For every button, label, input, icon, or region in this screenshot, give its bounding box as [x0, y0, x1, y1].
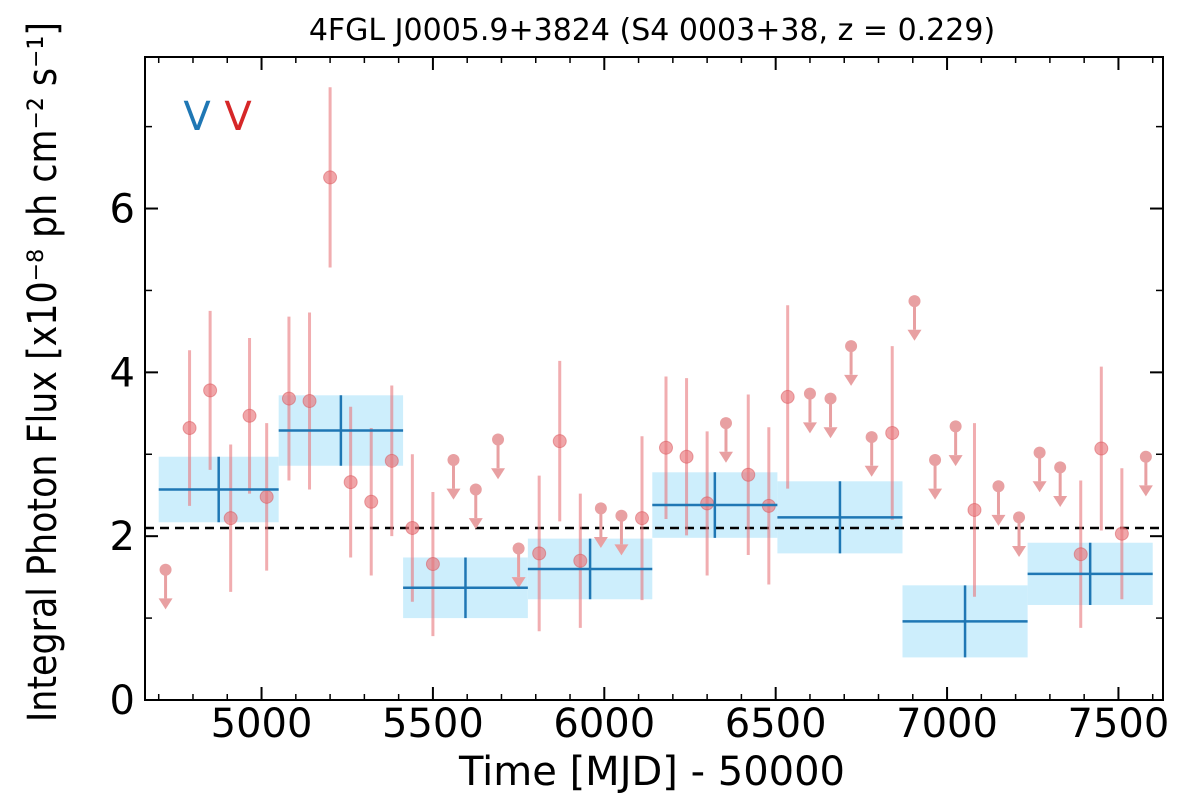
upper-limit-point: [492, 433, 505, 446]
upper-limit-arrow: [1053, 496, 1068, 508]
detection-point: [1094, 441, 1109, 456]
detection-point: [242, 408, 257, 423]
x-tick-label: 5500: [382, 701, 484, 747]
detection-point: [679, 449, 694, 464]
upper-limit-arrow: [446, 488, 461, 500]
detection-point: [885, 425, 900, 440]
upper-limit-point: [908, 295, 921, 308]
x-tick-label: 6500: [725, 701, 827, 747]
detection-point: [967, 502, 982, 517]
x-tick-label: 7500: [1068, 701, 1170, 747]
upper-limit-arrow: [718, 451, 733, 463]
detection-point: [741, 467, 756, 482]
upper-limit-point: [719, 417, 732, 430]
detection-point: [281, 391, 296, 406]
upper-limit-arrow: [948, 455, 963, 467]
upper-limit-point: [1013, 511, 1026, 524]
detection-point: [658, 440, 673, 455]
plot-area: 5000 5500 6000 6500 7000 7500 0 2 4 6 V V: [110, 56, 1170, 747]
upper-limit-arrow: [864, 465, 879, 477]
upper-limit-point: [803, 387, 816, 400]
detection-point: [384, 453, 399, 468]
upper-limit-arrow: [1138, 485, 1153, 497]
upper-limit-point: [159, 563, 172, 576]
upper-limit-arrow: [614, 544, 629, 556]
upper-limit-point: [469, 483, 482, 496]
chart-title: 4FGL J0005.9+3824 (S4 0003+38, z = 0.229…: [309, 13, 995, 48]
x-tick-label: 5000: [211, 701, 313, 747]
upper-limit-arrow: [802, 422, 817, 434]
upper-limit-arrow: [991, 514, 1006, 526]
upper-limit-arrow: [593, 536, 608, 548]
upper-limit-point: [824, 392, 837, 405]
upper-limit-arrow: [823, 427, 838, 439]
detection-point: [552, 434, 567, 449]
upper-limit-point: [1054, 461, 1067, 474]
x-tick-label: 7000: [896, 701, 998, 747]
x-axis-label: Time [MJD] - 50000: [458, 749, 845, 795]
detection-point: [223, 511, 238, 526]
y-tick-label: 2: [110, 514, 135, 560]
detection-point: [364, 494, 379, 509]
upper-limit-point: [594, 502, 607, 515]
detection-point: [1114, 526, 1129, 541]
upper-limit-arrow: [928, 488, 943, 500]
upper-limit-point: [1139, 450, 1152, 463]
y-axis-label: Integral Photon Flux [x10⁻⁸ ph cm⁻² s⁻¹]: [20, 22, 66, 722]
y-tick-label: 6: [110, 187, 135, 233]
upper-limit-point: [447, 454, 460, 467]
upper-limit-point: [992, 480, 1005, 493]
detection-point: [780, 389, 795, 404]
detection-point: [700, 496, 715, 511]
marker-label: V: [224, 94, 252, 140]
y-tick-label: 0: [110, 678, 135, 724]
upper-limit-arrow: [1012, 546, 1027, 558]
detection-point: [182, 421, 197, 436]
upper-limit-arrow: [511, 577, 526, 589]
upper-limit-arrow: [158, 598, 173, 610]
y-tick-label: 4: [110, 350, 135, 396]
upper-limit-point: [512, 542, 525, 555]
detection-point: [573, 553, 588, 568]
upper-limit-point: [949, 420, 962, 433]
upper-limit-point: [865, 431, 878, 444]
upper-limit-arrow: [1032, 481, 1047, 493]
detection-point: [1073, 547, 1088, 562]
detection-point: [323, 170, 338, 185]
upper-limit-arrow: [907, 329, 922, 341]
detection-point: [302, 394, 317, 409]
detection-point: [532, 546, 547, 561]
axes-frame: [144, 56, 1164, 701]
upper-limit-point: [1033, 446, 1046, 459]
upper-limit-point: [929, 454, 942, 467]
detection-point: [259, 489, 274, 504]
upper-limit-point: [615, 509, 628, 522]
upper-limit-arrow: [491, 468, 506, 480]
detection-point: [425, 557, 440, 572]
x-tick-label: 6000: [553, 701, 655, 747]
marker-label: V: [183, 94, 211, 140]
upper-limit-arrow: [844, 374, 859, 386]
detection-point: [405, 520, 420, 535]
upper-limit-arrow: [468, 518, 483, 530]
detection-point: [635, 511, 650, 526]
upper-limit-point: [845, 340, 858, 353]
detection-point: [203, 383, 218, 398]
detection-point: [343, 475, 358, 490]
